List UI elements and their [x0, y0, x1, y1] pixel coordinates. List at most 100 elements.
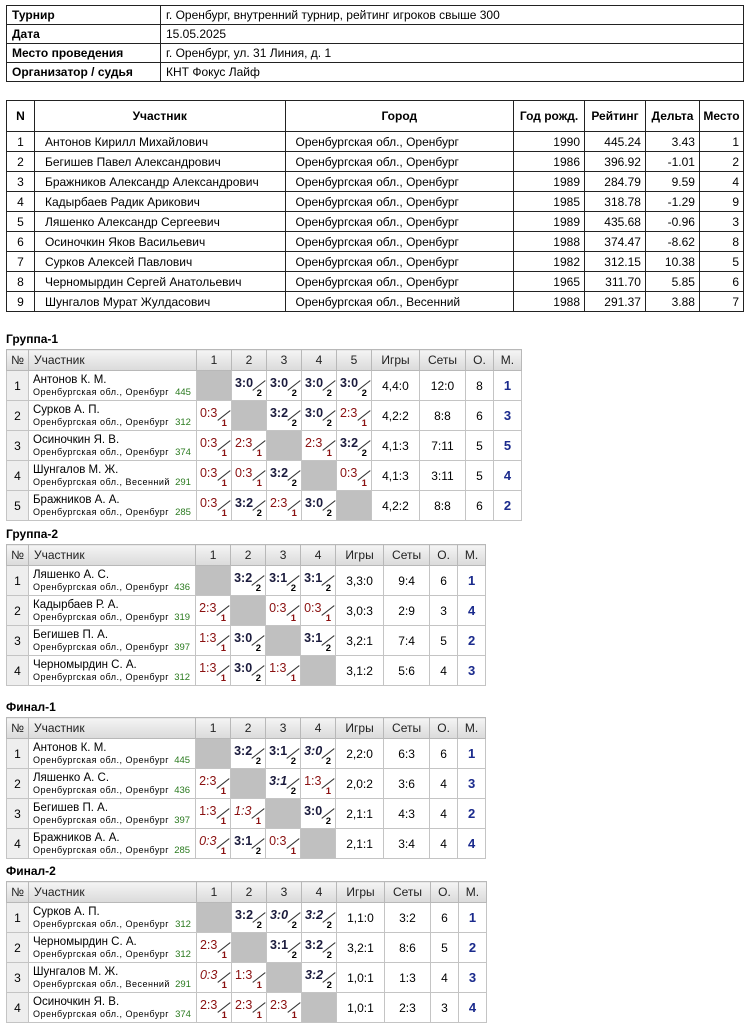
match-points: 2	[326, 980, 332, 991]
participant-rating: 284.79	[584, 171, 646, 192]
match-score-cell: 3:1 2	[265, 565, 302, 596]
participant-rating: 291.37	[584, 291, 646, 312]
self-match-cell	[195, 370, 232, 401]
match-score-cell: 0:3 1	[335, 460, 372, 491]
participant-place: 4	[698, 171, 745, 192]
participant-delta: 5.85	[644, 271, 700, 292]
player-cell: Сурков А. П. Оренбургская обл., Оренбург 3…	[28, 902, 197, 933]
participant-name: Черномырдин Сергей Анатольевич	[33, 271, 286, 292]
match-score: 2:3	[199, 998, 218, 1012]
match-score: 1:3	[199, 804, 217, 818]
player-cell: Сурков А. П. Оренбургская обл., Оренбург 3…	[28, 400, 197, 431]
col-header-opponent: 4	[300, 349, 337, 371]
match-points: 1	[220, 816, 227, 827]
row-number: 4	[6, 992, 29, 1023]
sets-cell: 9:4	[383, 565, 431, 596]
player-name: Шунгалов М. Ж.	[33, 966, 119, 978]
place-value: 3	[503, 408, 512, 423]
match-score: 3:2	[304, 908, 324, 922]
col-header-place: Место	[698, 100, 745, 132]
table-row: 2 Кадырбаев Р. А. Оренбургская обл., Оренб…	[6, 595, 487, 626]
games-cell: 4,4:0	[370, 370, 420, 401]
col-header-participant: Участник	[33, 100, 286, 132]
match-score: 3:0	[304, 376, 324, 390]
place-cell: 2	[457, 625, 487, 656]
match-points: 1	[290, 846, 297, 857]
match-points: 2	[325, 643, 332, 654]
match-score: 1:3	[304, 774, 322, 788]
match-score: 2:3	[199, 601, 217, 615]
self-match-cell	[265, 962, 302, 993]
row-number: 1	[6, 370, 29, 401]
place-value: 1	[503, 378, 512, 393]
match-points: 2	[291, 920, 297, 931]
match-score-cell: 3:2 2	[300, 932, 337, 963]
place-cell: 1	[457, 738, 487, 769]
match-score: 0:3	[199, 496, 218, 510]
match-score-cell: 2:3 1	[265, 992, 302, 1023]
place-cell: 4	[457, 992, 487, 1023]
col-header-opponent: 3	[265, 544, 302, 566]
row-number: 3	[6, 430, 29, 461]
participant-name: Бражников Александр Александрович	[33, 171, 286, 192]
row-number: 2	[6, 768, 29, 799]
player-rating: 397	[174, 642, 191, 653]
player-city: Оренбургская обл., Оренбург	[33, 642, 170, 652]
row-number: 2	[6, 400, 29, 431]
participant-delta: 3.88	[644, 291, 700, 312]
match-score: 3:1	[234, 834, 253, 848]
group-title: Группа-1	[6, 332, 59, 346]
match-score-cell: 3:2 2	[265, 460, 302, 491]
match-score-cell: 3:0 2	[300, 400, 337, 431]
table-row: 3 Шунгалов М. Ж. Оренбургская обл., Весенн…	[6, 962, 487, 993]
self-match-cell	[300, 992, 337, 1023]
match-score-cell: 3:2 2	[300, 962, 337, 993]
info-value: 15.05.2025	[160, 24, 744, 44]
place-value: 4	[467, 603, 476, 618]
col-header-num: №	[6, 349, 29, 371]
match-score-cell: 3:0 2	[230, 370, 267, 401]
place-cell: 2	[492, 490, 522, 521]
match-score-cell: 2:3 1	[195, 932, 232, 963]
participant-rating: 396.92	[584, 151, 646, 172]
table-row: 1 Антонов Кирилл Михайлович Оренбургская о…	[6, 131, 745, 152]
col-header-opponent: 4	[300, 881, 337, 903]
info-key: Место проведения	[6, 43, 161, 63]
match-score-cell: 3:0 2	[300, 490, 337, 521]
match-score-cell: 3:1 2	[265, 738, 302, 769]
participant-num: 2	[6, 151, 35, 172]
sets-cell: 3:4	[383, 828, 431, 859]
player-rating: 445	[174, 755, 191, 766]
place-value: 3	[468, 970, 477, 985]
player-rating: 291	[175, 477, 191, 488]
match-score-cell: 3:1 2	[300, 625, 337, 656]
participant-name: Осиночкин Яков Васильевич	[33, 231, 286, 252]
match-points: 2	[326, 388, 332, 399]
match-score-cell: 3:1 2	[300, 565, 337, 596]
match-score-cell: 0:3 1	[195, 962, 232, 993]
match-score: 3:0	[304, 804, 323, 818]
col-header-games: Игры	[370, 349, 420, 371]
player-name: Бражников А. А.	[33, 494, 120, 506]
info-row-organizer: Организатор / судья КНТ Фокус Лайф	[6, 62, 744, 82]
points-cell: 4	[429, 655, 459, 686]
points-cell: 5	[429, 932, 459, 963]
player-city: Оренбургская обл., Оренбург	[33, 672, 170, 682]
info-value: г. Оренбург, ул. 31 Линия, д. 1	[160, 43, 744, 63]
games-cell: 3,3:0	[335, 565, 385, 596]
match-score: 1:3	[234, 968, 253, 982]
match-score-cell: 3:1 2	[230, 828, 267, 859]
points-cell: 4	[429, 768, 459, 799]
participant-birth-year: 1988	[513, 291, 585, 312]
participant-num: 3	[6, 171, 35, 192]
participant-rating: 435.68	[584, 211, 646, 232]
match-score: 2:3	[339, 406, 358, 420]
col-header-participant: Участник	[28, 881, 197, 903]
match-score-cell: 3:1 2	[265, 932, 302, 963]
match-score: 2:3	[269, 998, 288, 1012]
player-rating: 312	[174, 672, 191, 683]
participant-num: 6	[6, 231, 35, 252]
match-score-cell: 3:2 2	[230, 565, 267, 596]
games-cell: 2,2:0	[335, 738, 385, 769]
player-rating: 445	[175, 387, 191, 398]
